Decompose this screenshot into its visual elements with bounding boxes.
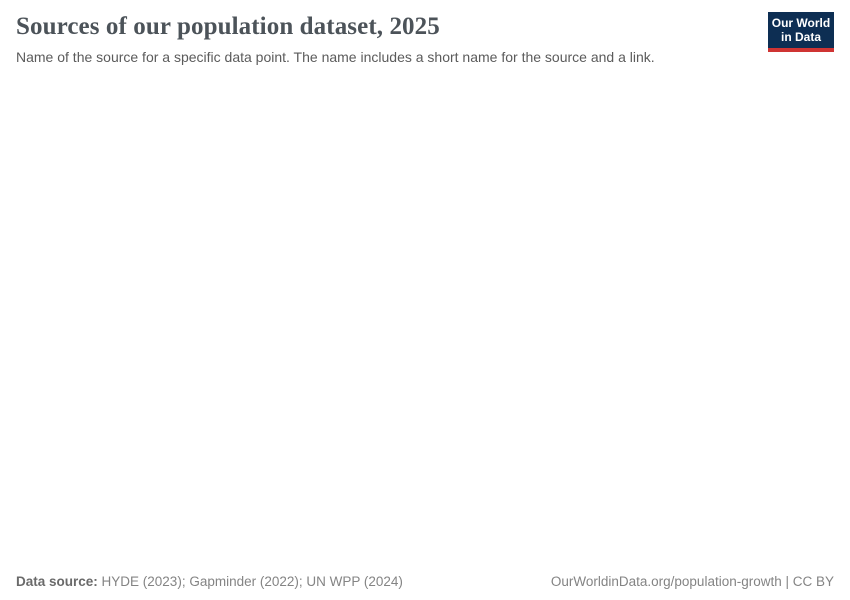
- chart-header: Sources of our population dataset, 2025 …: [0, 0, 850, 66]
- data-source-label: Data source:: [16, 574, 98, 589]
- empty-plot-area: [0, 65, 850, 574]
- chart-footer: Data source: HYDE (2023); Gapminder (202…: [0, 574, 850, 600]
- owid-logo[interactable]: Our World in Data: [768, 12, 834, 52]
- owid-logo-line1: Our World: [771, 15, 831, 30]
- chart-subtitle: Name of the source for a specific data p…: [16, 48, 655, 65]
- data-source-value: HYDE (2023); Gapminder (2022); UN WPP (2…: [97, 574, 403, 589]
- owid-logo-line2: in Data: [780, 30, 821, 44]
- citation-link[interactable]: OurWorldinData.org/population-growth | C…: [550, 574, 834, 589]
- chart-title: Sources of our population dataset, 2025: [16, 13, 440, 40]
- data-source-line[interactable]: Data source: HYDE (2023); Gapminder (202…: [16, 574, 403, 589]
